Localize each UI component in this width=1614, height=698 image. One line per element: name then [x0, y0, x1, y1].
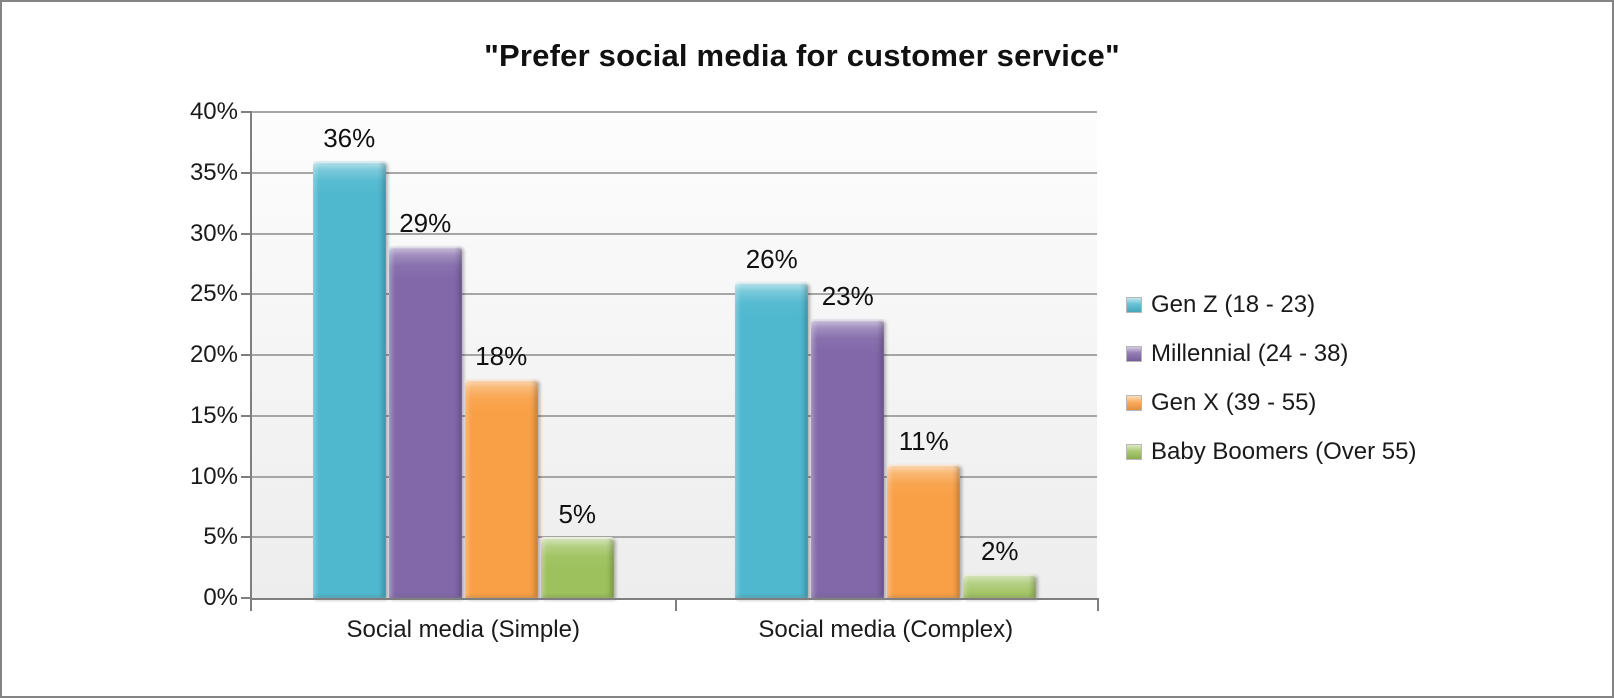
gridline — [252, 536, 1097, 539]
y-axis-tick — [241, 414, 251, 417]
data-label: 36% — [323, 122, 376, 153]
legend-marker-genx-icon — [1126, 394, 1142, 411]
gridline — [252, 354, 1097, 356]
x-axis-tick — [250, 598, 252, 611]
bar-millennial-complex: 23% — [811, 281, 885, 598]
y-axis-tick-label: 40% — [189, 98, 238, 125]
y-axis-tick — [241, 354, 251, 356]
legend-item-millennial: Millennial (24 - 38) — [1126, 339, 1416, 368]
y-axis-tick — [241, 597, 251, 599]
bar-genx-complex: 11% — [887, 426, 961, 598]
y-axis-tick — [241, 536, 251, 539]
gridline — [252, 414, 1097, 417]
x-axis-category-labels: Social media (Simple) Social media (Comp… — [252, 616, 1097, 644]
legend-marker-boomers-icon — [1126, 443, 1142, 460]
bar-genx-simple: 18% — [464, 341, 538, 598]
y-axis-tick — [241, 475, 251, 478]
legend-marker-genz-icon — [1126, 296, 1142, 313]
bar-boomers-complex: 2% — [963, 536, 1037, 598]
y-axis-tick-label: 5% — [203, 523, 238, 551]
y-axis-tick — [241, 111, 251, 113]
gridline — [252, 293, 1097, 296]
y-axis-tick-label: 20% — [189, 341, 238, 368]
bar-genz-complex: 26% — [735, 244, 809, 598]
plot-area: 36% 29% 18% 5% 26% 23% — [241, 111, 1099, 611]
legend-label: Millennial (24 - 38) — [1151, 339, 1349, 367]
y-axis-tick — [241, 293, 251, 296]
gridline — [252, 475, 1097, 478]
y-axis-tick-label: 10% — [189, 462, 238, 490]
data-label: 23% — [821, 280, 874, 311]
y-axis-tick-label: 0% — [203, 584, 238, 611]
y-axis-tick-label: 30% — [189, 219, 238, 247]
legend-item-genz: Gen Z (18 - 23) — [1126, 290, 1416, 319]
x-axis-tick — [674, 598, 677, 611]
y-axis-line — [250, 111, 252, 600]
bar-group-complex: 26% 23% 11% 2% — [675, 112, 1098, 598]
data-label: 11% — [898, 426, 949, 457]
y-axis-tick-label: 35% — [189, 158, 238, 186]
legend-item-boomers: Baby Boomers (Over 55) — [1126, 437, 1416, 466]
bar-group-simple: 36% 29% 18% 5% — [252, 112, 675, 598]
bar-millennial-simple: 29% — [388, 208, 462, 598]
y-axis-tick-labels: 0% 5% 10% 15% 20% 25% 30% 35% 40% — [154, 98, 238, 611]
data-label: 29% — [399, 207, 452, 238]
y-axis-tick — [241, 232, 251, 235]
legend-label: Gen Z (18 - 23) — [1151, 290, 1316, 318]
legend: Gen Z (18 - 23) Millennial (24 - 38) Gen… — [1126, 290, 1416, 466]
gridline — [252, 171, 1097, 174]
legend-item-genx: Gen X (39 - 55) — [1126, 388, 1416, 417]
bar-boomers-simple: 5% — [540, 499, 614, 598]
bar-groups: 36% 29% 18% 5% 26% 23% — [252, 112, 1097, 598]
legend-label: Gen X (39 - 55) — [1151, 388, 1317, 416]
bar-genz-simple: 36% — [312, 123, 386, 598]
category-label-simple: Social media (Simple) — [346, 616, 580, 643]
x-axis-line — [250, 598, 1097, 600]
gridline — [252, 232, 1097, 235]
data-label: 18% — [475, 341, 528, 372]
y-axis-tick-label: 25% — [189, 280, 238, 308]
x-axis-tick — [1097, 598, 1099, 611]
y-axis-tick — [241, 171, 251, 174]
legend-label: Baby Boomers (Over 55) — [1151, 437, 1417, 465]
data-label: 26% — [745, 244, 798, 275]
category-label-complex: Social media (Complex) — [758, 616, 1014, 643]
y-axis-tick-label: 15% — [189, 401, 238, 429]
data-label: 5% — [558, 499, 597, 530]
chart-title: "Prefer social media for customer servic… — [484, 38, 1120, 73]
gridline — [252, 111, 1097, 113]
legend-marker-millennial-icon — [1126, 345, 1142, 362]
data-label: 2% — [980, 535, 1019, 566]
